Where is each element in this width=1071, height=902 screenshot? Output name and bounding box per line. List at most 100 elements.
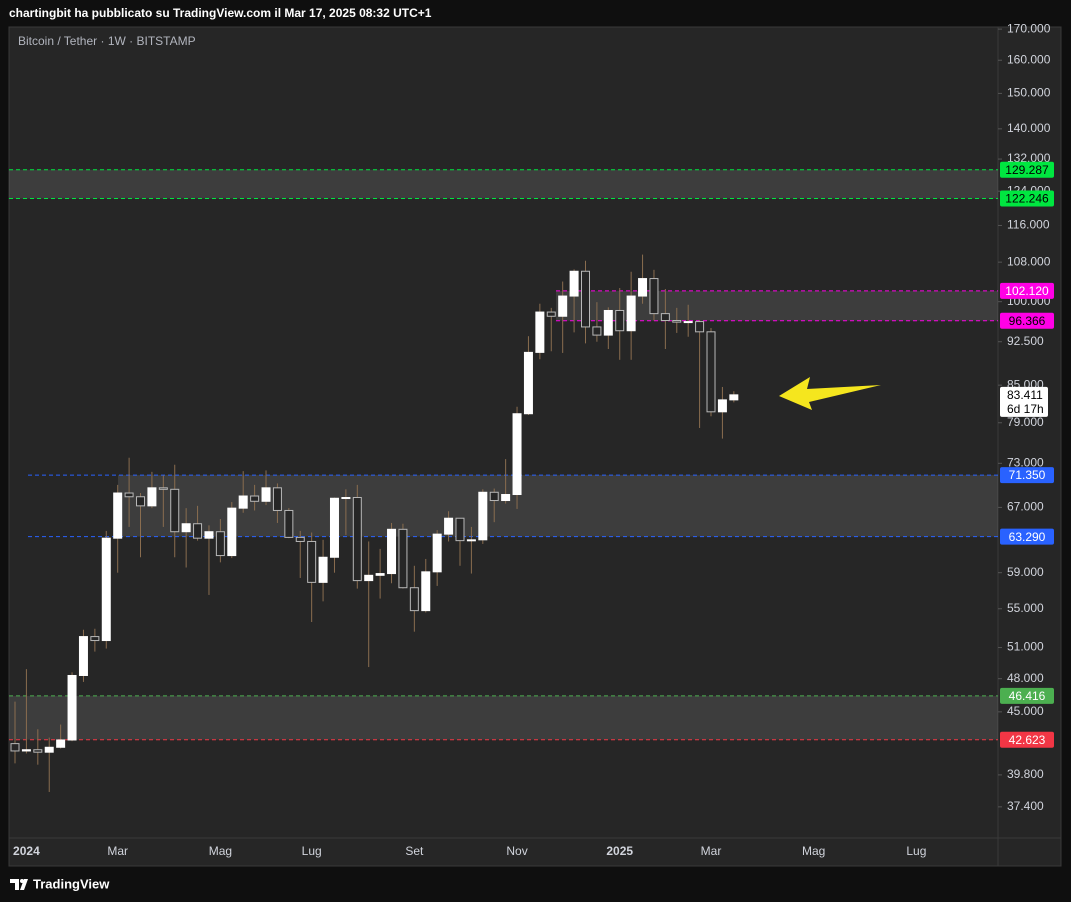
candle-body [444, 517, 454, 535]
chart-title: Bitcoin / Tether · 1W · BITSTAMP [18, 34, 196, 48]
x-tick-label: Mar [107, 844, 128, 858]
candle-body [204, 531, 214, 539]
logo-dot [20, 879, 24, 883]
price-label-bg [1000, 190, 1054, 207]
candle-body [683, 321, 693, 324]
candle-body [181, 523, 191, 533]
x-tick-label: Lug [906, 844, 926, 858]
candle-body [729, 394, 739, 401]
candle-body [101, 537, 111, 642]
price-label-bg [1000, 467, 1054, 484]
candle-body [158, 487, 168, 490]
candle-body [78, 636, 88, 676]
candle-body [170, 488, 180, 533]
candle-body [21, 749, 31, 752]
x-tick-label: Nov [506, 844, 527, 858]
candle-body [318, 556, 328, 583]
y-tick-label: 51.000 [1007, 640, 1044, 654]
price-label: 42.623 [1009, 733, 1046, 747]
y-tick-label: 150.000 [1007, 86, 1051, 100]
candle-body [466, 539, 476, 542]
candle-body [284, 509, 294, 538]
y-tick-label: 39.800 [1007, 767, 1044, 781]
candle-body [124, 492, 134, 498]
price-label-bg [1000, 528, 1054, 545]
candle-body [113, 492, 123, 539]
candle-body [638, 278, 648, 297]
candle-body [329, 497, 339, 558]
y-tick-label: 55.000 [1007, 601, 1044, 615]
candle-body [535, 311, 545, 353]
candle-body [615, 309, 625, 332]
candle-body [489, 491, 499, 502]
countdown: 6d 17h [1007, 402, 1044, 416]
candle-body [295, 536, 305, 542]
candle-body [307, 540, 317, 583]
price-label: 122.246 [1005, 192, 1049, 206]
candle-body [398, 528, 408, 589]
chart-pane [8, 26, 1062, 867]
arrow-annotation [779, 377, 881, 410]
candle-body [33, 749, 43, 753]
candle-body [512, 413, 522, 496]
x-tick-label: Mag [802, 844, 825, 858]
candle-body [569, 270, 579, 297]
y-tick-label: 73.000 [1007, 456, 1044, 470]
candle-body [227, 507, 237, 557]
brand: TradingView [33, 876, 110, 891]
last-price: 83.411 [1007, 388, 1043, 402]
candle-body [90, 636, 100, 642]
candle-body [409, 587, 419, 612]
candle-body [421, 571, 431, 612]
candle-body [706, 331, 716, 413]
candle-body [501, 494, 511, 502]
x-tick-label: Mar [701, 844, 722, 858]
candle-body [455, 517, 465, 542]
zone [118, 475, 998, 537]
candle-body [432, 533, 442, 573]
zone [9, 169, 998, 199]
tradingview-logo: TradingView [10, 876, 110, 891]
candle-body [672, 320, 682, 323]
candle-body [215, 531, 225, 557]
candle-body [649, 278, 659, 315]
candle-body [364, 574, 374, 582]
price-label: 63.290 [1009, 530, 1046, 544]
candle-body [546, 311, 556, 317]
candle-body [56, 739, 66, 748]
candle-body [44, 746, 54, 753]
y-tick-label: 67.000 [1007, 500, 1044, 514]
candle-body [250, 495, 260, 502]
price-label: 96.366 [1009, 314, 1046, 328]
candle-body [272, 487, 282, 511]
candle-body [387, 528, 397, 575]
price-label-bg [1000, 687, 1054, 704]
candle-body [581, 270, 590, 328]
x-tick-label: Lug [302, 844, 322, 858]
x-tick-label: Mag [209, 844, 232, 858]
y-tick-label: 160.000 [1007, 52, 1051, 66]
candle-body [558, 295, 568, 317]
price-label-bg [1000, 731, 1054, 748]
price-label: 102.120 [1005, 284, 1049, 298]
zone [9, 695, 998, 740]
price-label-bg [1000, 282, 1054, 299]
candle-body [478, 491, 488, 541]
publish-info: chartingbit ha pubblicato su TradingView… [9, 6, 432, 20]
x-tick-label: Set [405, 844, 424, 858]
candle-body [136, 496, 146, 507]
candle-body [341, 497, 351, 500]
y-tick-label: 45.000 [1007, 704, 1044, 718]
y-tick-label: 92.500 [1007, 334, 1044, 348]
candle-body [626, 295, 636, 332]
y-tick-label: 170.000 [1007, 21, 1051, 35]
price-label: 129.287 [1005, 163, 1049, 177]
candle-body [352, 497, 362, 582]
candle-body [261, 487, 271, 502]
price-label-bg [1000, 161, 1054, 178]
x-tick-label: 2024 [13, 844, 40, 858]
price-label: 71.350 [1009, 468, 1046, 482]
candle-body [660, 313, 670, 322]
candle-body [193, 523, 203, 539]
y-tick-label: 37.400 [1007, 799, 1044, 813]
